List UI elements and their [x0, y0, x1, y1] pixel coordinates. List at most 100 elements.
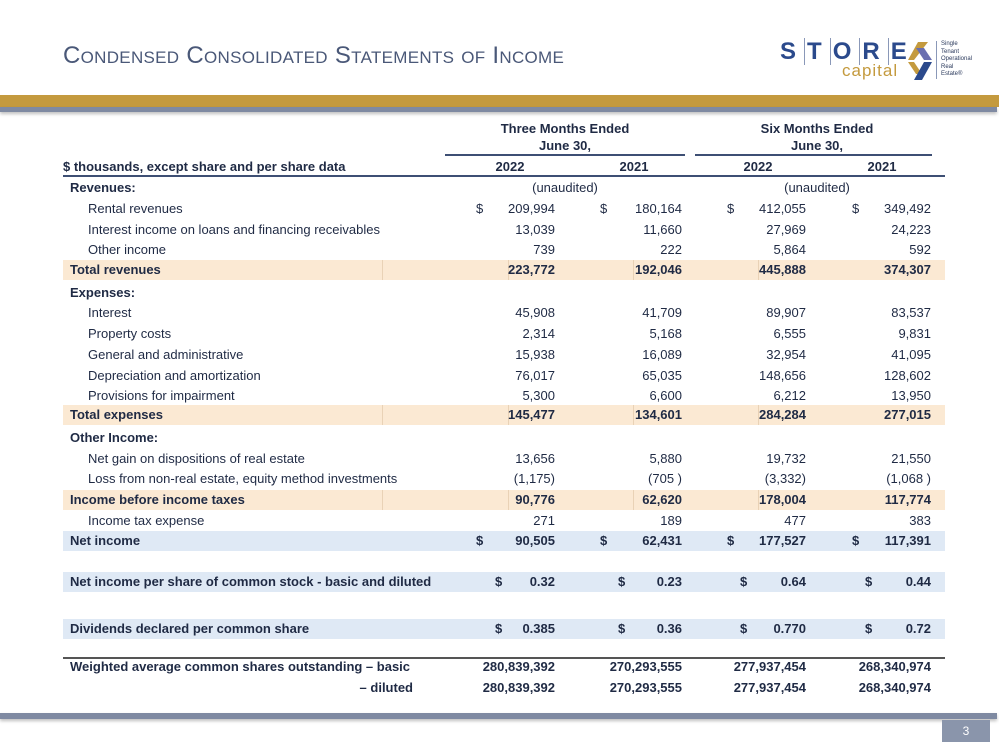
- column-separator: [382, 260, 383, 280]
- currency-symbol: $: [727, 533, 735, 548]
- column-separator: [508, 260, 509, 280]
- row-value: 0.64: [780, 574, 806, 589]
- currency-symbol: $: [865, 621, 873, 636]
- row-value: 189: [660, 513, 682, 528]
- row-value: 5,168: [649, 326, 682, 341]
- row-value: 412,055: [759, 201, 806, 216]
- row-value: 90,505: [515, 533, 555, 548]
- row-value: 27,969: [766, 222, 806, 237]
- row-value: 76,017: [515, 368, 555, 383]
- row-band: [63, 619, 945, 639]
- row-value: 0.23: [656, 574, 682, 589]
- row-value: 277,937,454: [733, 659, 806, 674]
- row-value: 270,293,555: [609, 659, 682, 674]
- row-value: 21,550: [891, 451, 931, 466]
- year-header: 2022: [495, 159, 525, 174]
- row-label: Expenses:: [70, 285, 136, 300]
- row-value: 32,954: [766, 347, 806, 362]
- row-value: 6,600: [649, 388, 682, 403]
- row-label: Net gain on dispositions of real estate: [88, 451, 305, 466]
- currency-symbol: $: [865, 574, 873, 589]
- tagline-line: Estate®: [941, 71, 963, 77]
- header-grey-bar: [0, 107, 997, 112]
- row-value: 134,601: [635, 407, 682, 422]
- row-label: Total expenses: [70, 407, 163, 422]
- column-separator: [633, 260, 634, 280]
- tagline-line: Tenant: [941, 48, 960, 55]
- row-value: 24,223: [891, 222, 931, 237]
- row-value: 192,046: [635, 262, 682, 277]
- column-separator: [382, 405, 383, 425]
- unaudited-note: (unaudited): [532, 180, 598, 195]
- tagline-line: Real: [941, 63, 954, 70]
- row-value: 145,477: [508, 407, 555, 422]
- row-value: 223,772: [508, 262, 555, 277]
- row-value: 11,660: [643, 222, 682, 237]
- row-value: (1,068 ): [886, 471, 931, 486]
- units-label: $ thousands, except share and per share …: [63, 159, 346, 174]
- row-value: 117,391: [884, 533, 931, 548]
- row-label: Other income: [88, 242, 167, 257]
- row-value: 6,555: [773, 326, 806, 341]
- row-value: 349,492: [884, 201, 931, 216]
- row-value: 5,300: [522, 388, 555, 403]
- row-value: 2,314: [522, 326, 555, 341]
- tagline-line: Operational: [941, 56, 973, 62]
- row-value: 62,620: [642, 492, 682, 507]
- row-value: 445,888: [759, 262, 806, 277]
- year-header: 2021: [619, 159, 649, 174]
- currency-symbol: $: [740, 621, 748, 636]
- row-value: 0.32: [529, 574, 555, 589]
- row-value: 374,307: [884, 262, 931, 277]
- column-separator: [508, 405, 509, 425]
- row-band: [63, 260, 945, 280]
- row-label: Net income per share of common stock - b…: [70, 574, 432, 589]
- row-value: 6,212: [773, 388, 806, 403]
- row-value: 271: [533, 513, 555, 528]
- column-separator: [382, 490, 383, 510]
- row-value: 177,527: [759, 533, 806, 548]
- row-value: 268,340,974: [858, 680, 931, 695]
- row-label: Income before income taxes: [70, 492, 245, 507]
- row-value: 117,774: [884, 492, 931, 507]
- row-label: Provisions for impairment: [88, 388, 235, 403]
- row-label: Income tax expense: [88, 513, 205, 528]
- row-value: 280,839,392: [482, 680, 555, 695]
- header-gold-bar: [0, 95, 999, 107]
- row-value: 16,089: [642, 347, 682, 362]
- row-value: 180,164: [635, 201, 682, 216]
- row-label: Net income: [70, 533, 141, 548]
- row-label: Property costs: [88, 326, 172, 341]
- row-value: 19,732: [766, 451, 806, 466]
- row-band: [63, 531, 945, 551]
- row-value: 15,938: [515, 347, 555, 362]
- row-value: 222: [660, 242, 682, 257]
- row-value: 90,776: [515, 492, 555, 507]
- row-value: 128,602: [884, 368, 931, 383]
- row-band: [63, 405, 945, 425]
- row-value: (1,175): [513, 471, 555, 486]
- row-value: 270,293,555: [609, 680, 682, 695]
- row-label: Revenues:: [70, 180, 136, 195]
- row-label: Weighted average common shares outstandi…: [70, 659, 411, 674]
- row-value: 41,095: [891, 347, 931, 362]
- row-value: 0.385: [522, 621, 555, 636]
- group-header-six-months: Six Months Ended: [760, 121, 874, 136]
- row-value: 13,039: [515, 222, 555, 237]
- column-separator: [633, 405, 634, 425]
- row-value: 209,994: [508, 201, 555, 216]
- row-value: 280,839,392: [482, 659, 555, 674]
- row-value: 83,537: [891, 305, 931, 320]
- row-value: 13,950: [891, 388, 931, 403]
- row-value: 45,908: [515, 305, 555, 320]
- row-label: Interest income on loans and financing r…: [88, 222, 380, 237]
- shares-divider: [63, 657, 945, 659]
- currency-symbol: $: [618, 574, 626, 589]
- page-number: 3: [942, 720, 990, 742]
- row-label: Loss from non-real estate, equity method…: [88, 471, 398, 486]
- row-value: 284,284: [759, 407, 806, 422]
- row-value: 0.72: [905, 621, 931, 636]
- row-value: 268,340,974: [858, 659, 931, 674]
- currency-symbol: $: [740, 574, 748, 589]
- column-separator: [758, 260, 759, 280]
